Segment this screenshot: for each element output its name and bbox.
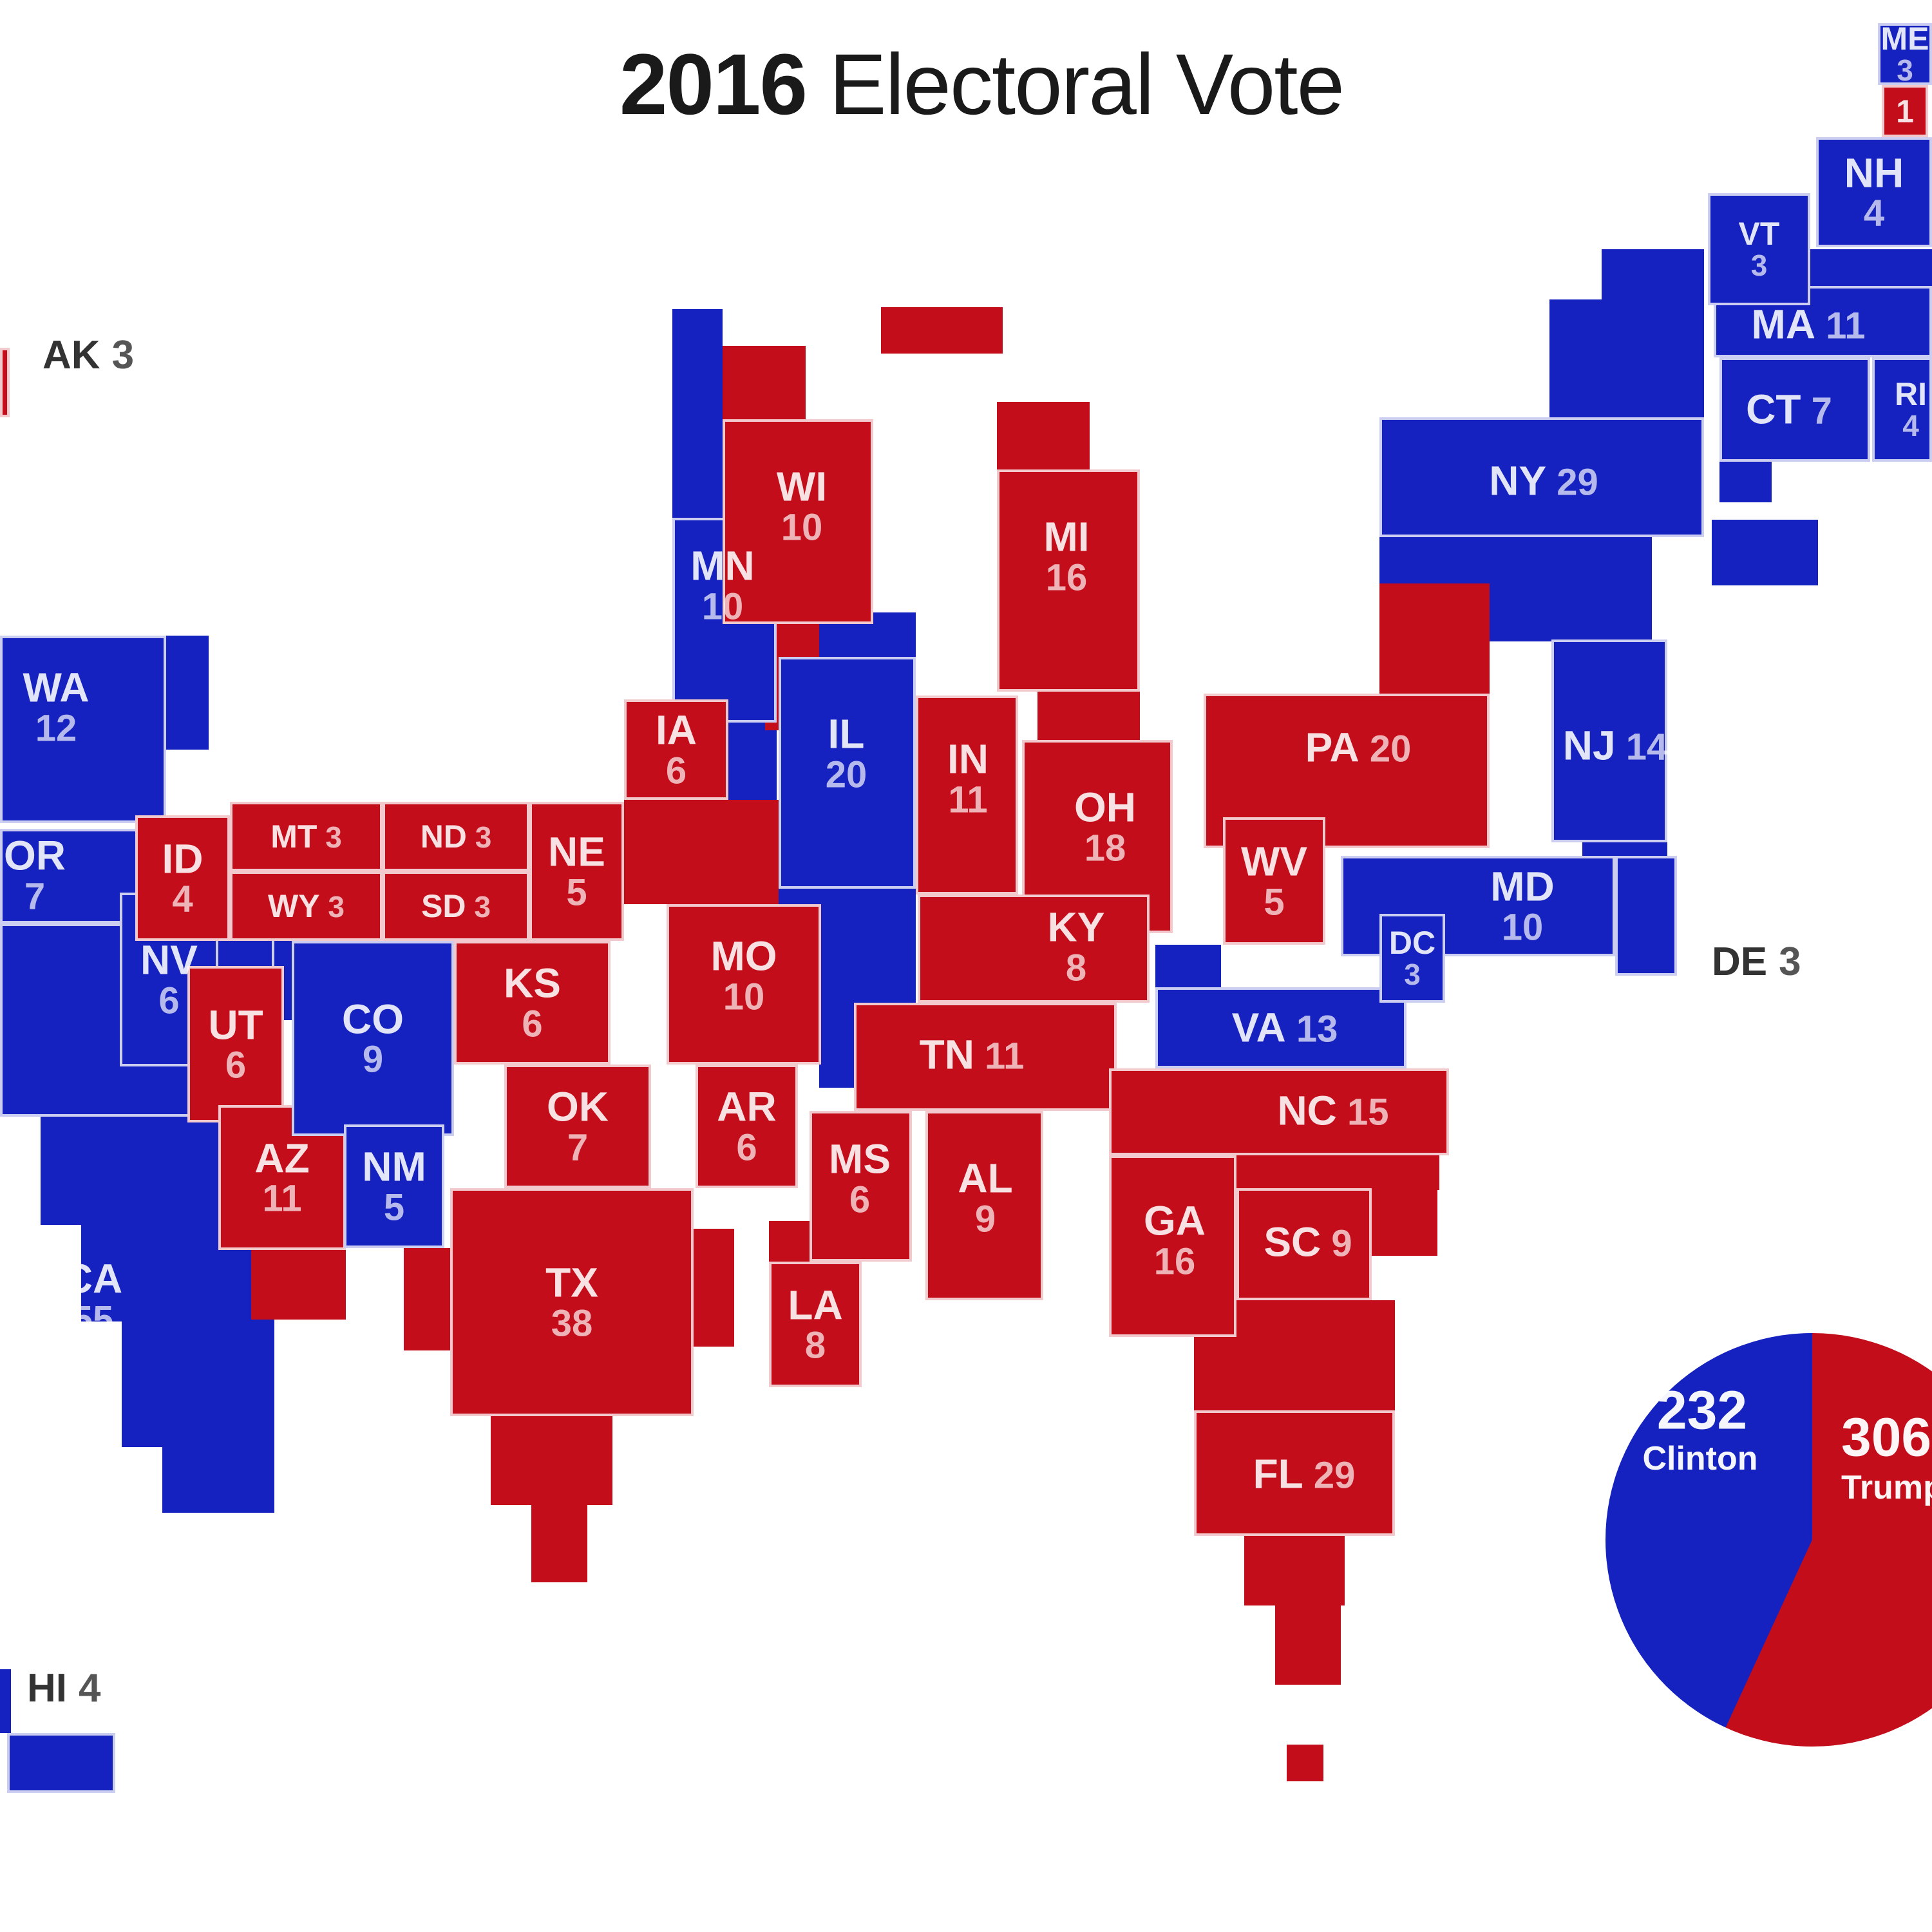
state-area-SC: [1372, 1188, 1437, 1256]
state-tile-AL: [925, 1111, 1043, 1300]
state-tile-1: [1882, 85, 1928, 137]
hi-label: HI 4: [27, 1665, 101, 1710]
state-area-FL: [1275, 1604, 1341, 1685]
state-area-CA: [122, 1320, 274, 1447]
state-tile-KS: [454, 941, 611, 1065]
state-tile-NJ: [1551, 639, 1667, 842]
state-tile-VT: [1708, 193, 1810, 305]
electoral-pie-chart: [1605, 1333, 1932, 1747]
state-tile-NM: [343, 1124, 444, 1248]
state-tile-WY: [230, 871, 383, 941]
state-area-VA: [1155, 945, 1221, 989]
state-area-NY: [1490, 535, 1652, 641]
state-tile-AK: [0, 348, 10, 417]
pie-clinton-label: Clinton: [1642, 1440, 1758, 1477]
state-area-TX: [692, 1229, 734, 1347]
de-label: DE 3: [1712, 940, 1801, 984]
state-area-FL: [1287, 1745, 1323, 1781]
state-tile-IA: [624, 699, 728, 800]
state-tile-FL: [1194, 1410, 1395, 1536]
state-tile-WI: [723, 419, 873, 624]
state-area-PA: [1379, 580, 1490, 696]
pie-trump-value: 306: [1841, 1406, 1932, 1468]
state-tile-NE: [529, 802, 624, 941]
state-tile-DE: [1615, 856, 1677, 976]
state-area-MI: [997, 401, 1090, 469]
state-tile-CO: [292, 941, 454, 1136]
state-tile-SC: [1236, 1188, 1372, 1300]
state-tile-KY: [918, 895, 1150, 1003]
state-tile-IN: [916, 696, 1018, 895]
state-area-WI: [723, 346, 806, 423]
state-tile-MO: [667, 904, 821, 1065]
state-tile-CT: [1719, 357, 1870, 462]
state-area-NY: [1712, 520, 1818, 585]
state-area-MN: [672, 309, 723, 522]
ak-label: AK 3: [43, 333, 135, 377]
state-tile-TX: [450, 1188, 694, 1416]
state-area-HI: [0, 1669, 11, 1733]
state-area-NY: [1549, 299, 1704, 421]
state-tile-MI: [997, 469, 1140, 692]
state-tile-UT: [187, 966, 284, 1122]
title-text: Electoral Vote: [806, 37, 1345, 133]
state-tile-MS: [810, 1111, 912, 1262]
state-area-AZ: [251, 1249, 346, 1320]
state-tile-VA: [1155, 987, 1406, 1068]
state-tile-RI: [1872, 357, 1932, 462]
title-year: 2016: [619, 37, 808, 133]
state-area-NY: [1602, 249, 1704, 303]
state-tile-WA: [0, 636, 166, 823]
pie-trump-label: Trump: [1841, 1469, 1932, 1506]
state-tile-SD: [382, 871, 529, 941]
state-tile-WV: [1223, 817, 1325, 945]
state-tile-OK: [504, 1065, 651, 1188]
state-area-SC: [1236, 1155, 1439, 1190]
state-tile-AR: [696, 1065, 798, 1188]
state-tile-ME: [1878, 23, 1932, 85]
state-tile-DC: [1379, 914, 1445, 1003]
state-tile-NH: [1816, 137, 1932, 247]
state-tile-TN: [854, 1003, 1117, 1111]
state-tile-GA: [1109, 1155, 1236, 1337]
state-tile-NC: [1109, 1068, 1449, 1155]
state-tile-ID: [135, 815, 230, 941]
state-tile-ND: [382, 802, 529, 871]
state-area-FL: [1244, 1536, 1345, 1605]
pie-clinton-value: 232: [1656, 1379, 1748, 1441]
state-area-CT: [1719, 462, 1772, 502]
state-tile-HI: [6, 1733, 115, 1793]
state-tile-LA: [769, 1262, 862, 1387]
state-tile-NY: [1379, 417, 1704, 537]
state-area-MI: [881, 307, 1003, 354]
state-area-CA: [162, 1445, 274, 1513]
page-title: 2016 Electoral Vote: [619, 35, 1345, 134]
state-tile-MT: [230, 802, 383, 871]
state-area-TX: [531, 1505, 587, 1582]
state-tile-IL: [779, 657, 916, 889]
state-area-MO: [624, 800, 779, 904]
state-area-TX: [491, 1416, 612, 1505]
state-area-LA: [769, 1221, 810, 1264]
state-area-NY: [1379, 533, 1490, 583]
state-area-TX: [404, 1248, 452, 1350]
